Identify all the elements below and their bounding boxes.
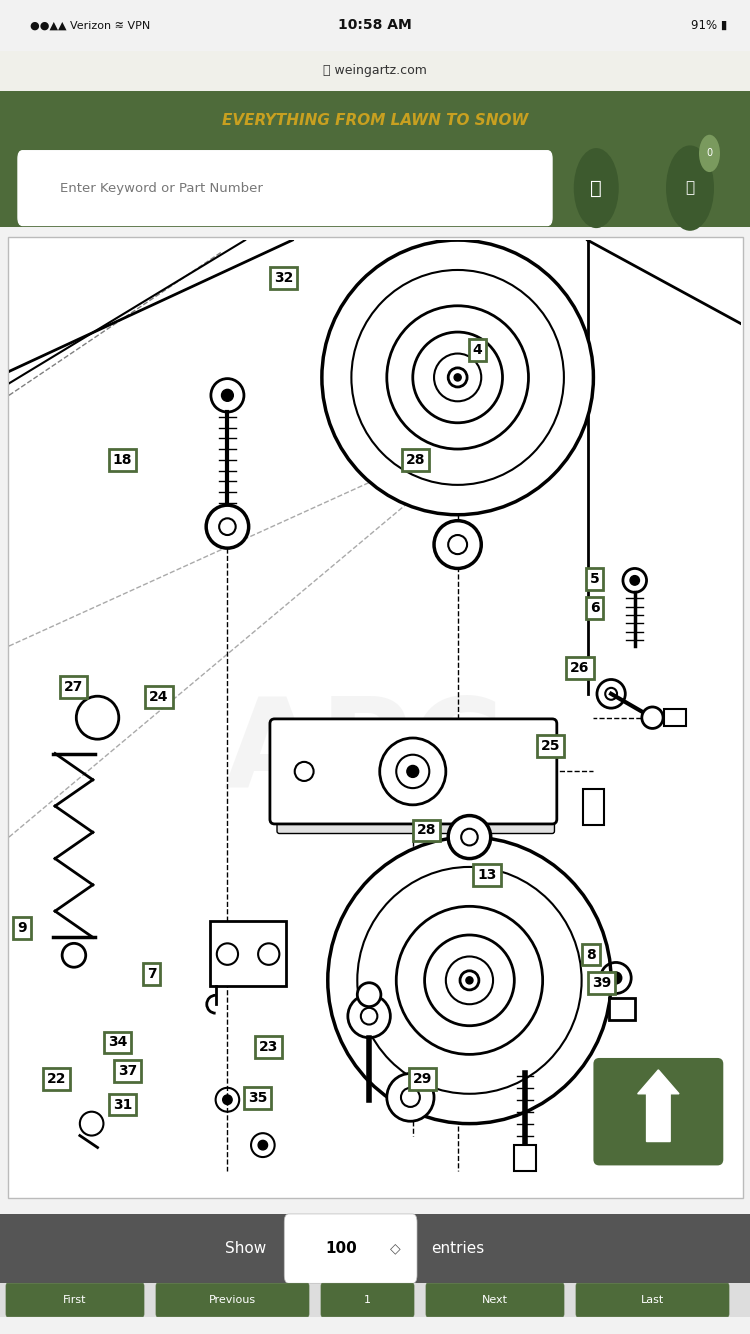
Text: 10:58 AM: 10:58 AM xyxy=(338,19,412,32)
Text: 4: 4 xyxy=(472,343,482,358)
Bar xyxy=(210,920,286,986)
Text: 5: 5 xyxy=(590,572,599,586)
Text: 23: 23 xyxy=(260,1041,278,1054)
Bar xyxy=(0,91,750,149)
FancyBboxPatch shape xyxy=(277,816,554,834)
Text: 24: 24 xyxy=(149,690,169,703)
Circle shape xyxy=(221,390,233,402)
Text: entries: entries xyxy=(431,1241,484,1257)
Text: 91% ▮: 91% ▮ xyxy=(692,19,728,32)
Text: ⌕: ⌕ xyxy=(590,179,602,197)
Text: 8: 8 xyxy=(586,947,596,962)
Circle shape xyxy=(699,135,720,172)
FancyBboxPatch shape xyxy=(321,1283,414,1317)
Text: 39: 39 xyxy=(592,976,611,990)
Text: 35: 35 xyxy=(248,1091,268,1105)
Circle shape xyxy=(424,935,514,1026)
Circle shape xyxy=(357,983,381,1007)
Circle shape xyxy=(597,679,626,708)
Text: 0: 0 xyxy=(706,148,712,159)
FancyBboxPatch shape xyxy=(426,1283,564,1317)
FancyBboxPatch shape xyxy=(6,1283,144,1317)
Text: 22: 22 xyxy=(46,1071,66,1086)
Circle shape xyxy=(206,506,249,548)
Circle shape xyxy=(610,972,622,984)
Text: 32: 32 xyxy=(274,271,293,285)
Text: APC: APC xyxy=(224,692,503,814)
Circle shape xyxy=(448,815,491,859)
FancyArrow shape xyxy=(638,1070,679,1142)
Circle shape xyxy=(258,1141,268,1150)
Circle shape xyxy=(295,762,314,780)
Bar xyxy=(0,1283,750,1317)
Text: 28: 28 xyxy=(416,823,436,838)
Text: Show: Show xyxy=(225,1241,266,1257)
Text: ⛟: ⛟ xyxy=(686,180,694,196)
Circle shape xyxy=(666,145,714,231)
Text: Enter Keyword or Part Number: Enter Keyword or Part Number xyxy=(60,181,262,195)
Text: 18: 18 xyxy=(112,452,132,467)
Text: 100: 100 xyxy=(326,1241,357,1257)
Text: First: First xyxy=(63,1295,87,1305)
Bar xyxy=(0,51,750,91)
Text: 9: 9 xyxy=(17,920,27,935)
Text: 26: 26 xyxy=(570,662,590,675)
Bar xyxy=(583,790,604,826)
Text: 🔒 weingartz.com: 🔒 weingartz.com xyxy=(323,64,427,77)
Text: 34: 34 xyxy=(108,1035,127,1050)
Bar xyxy=(609,998,634,1019)
Text: Previous: Previous xyxy=(209,1295,256,1305)
FancyBboxPatch shape xyxy=(156,1283,309,1317)
Circle shape xyxy=(322,240,593,515)
Circle shape xyxy=(448,368,467,387)
Bar xyxy=(664,710,686,726)
FancyBboxPatch shape xyxy=(270,719,556,824)
Circle shape xyxy=(380,738,446,804)
FancyBboxPatch shape xyxy=(284,1214,417,1283)
Circle shape xyxy=(223,1095,232,1105)
Circle shape xyxy=(642,707,663,728)
Text: EVERYTHING FROM LAWN TO SNOW: EVERYTHING FROM LAWN TO SNOW xyxy=(222,112,528,128)
Text: ◇: ◇ xyxy=(390,1242,400,1255)
Bar xyxy=(514,1145,535,1171)
Bar xyxy=(8,237,742,1198)
Text: 6: 6 xyxy=(590,600,599,615)
Circle shape xyxy=(630,575,640,586)
Text: 28: 28 xyxy=(406,452,425,467)
Text: 7: 7 xyxy=(147,967,157,980)
Text: Next: Next xyxy=(482,1295,508,1305)
FancyBboxPatch shape xyxy=(576,1283,729,1317)
Circle shape xyxy=(434,520,482,568)
Circle shape xyxy=(413,332,503,423)
Circle shape xyxy=(328,838,611,1123)
Circle shape xyxy=(407,766,419,778)
Circle shape xyxy=(211,379,244,412)
FancyBboxPatch shape xyxy=(18,151,552,225)
Bar xyxy=(0,149,750,227)
Text: 25: 25 xyxy=(541,739,560,754)
Text: 37: 37 xyxy=(118,1065,137,1078)
Circle shape xyxy=(574,148,619,228)
Text: Last: Last xyxy=(640,1295,664,1305)
Text: 29: 29 xyxy=(413,1071,432,1086)
Circle shape xyxy=(466,976,473,984)
Text: 1: 1 xyxy=(364,1295,371,1305)
Circle shape xyxy=(348,995,390,1038)
Circle shape xyxy=(460,971,479,990)
Bar xyxy=(0,1214,750,1283)
Text: ●●▲▲ Verizon ≋ VPN: ●●▲▲ Verizon ≋ VPN xyxy=(30,20,150,31)
Bar xyxy=(0,0,750,51)
Circle shape xyxy=(454,374,461,382)
Text: 31: 31 xyxy=(112,1098,132,1111)
Circle shape xyxy=(387,1074,434,1122)
FancyBboxPatch shape xyxy=(593,1058,723,1166)
Text: 13: 13 xyxy=(477,868,496,882)
Text: 27: 27 xyxy=(64,680,83,694)
